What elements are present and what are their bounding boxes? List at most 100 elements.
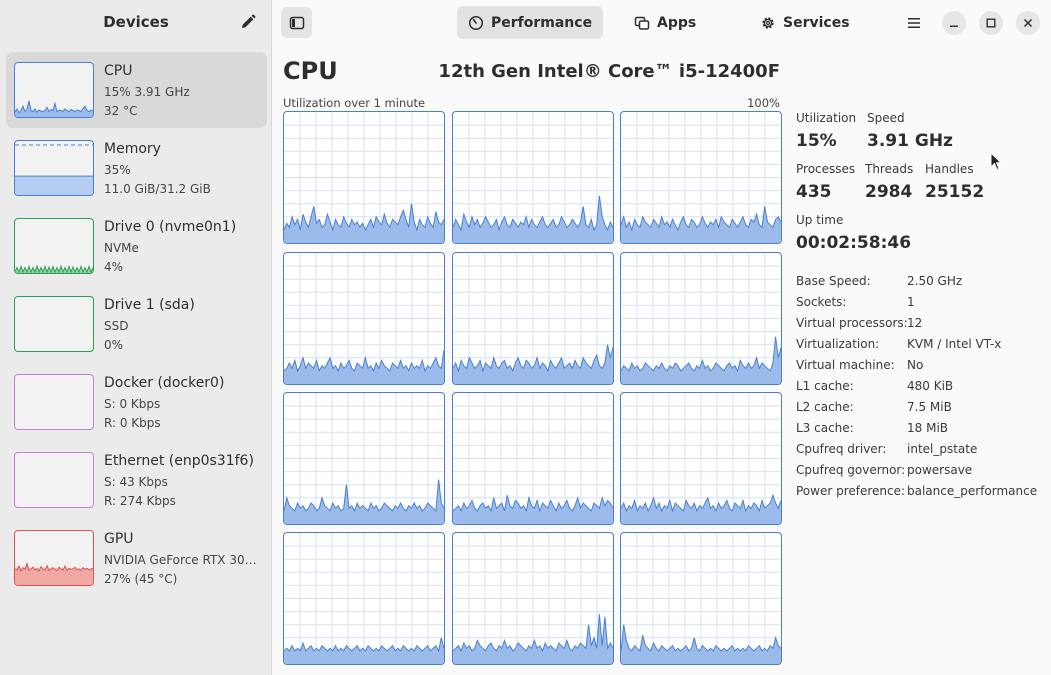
- sidebar-header: Devices: [0, 0, 271, 46]
- hamburger-menu-icon: [908, 18, 920, 28]
- device-detail-primary: NVMe: [104, 241, 139, 255]
- cpu-core-graph: [620, 111, 782, 244]
- apps-icon: [634, 16, 650, 30]
- spec-value: 2.50 GHz: [907, 274, 963, 288]
- sidebar-device-item[interactable]: Memory 35% 11.0 GiB/31.2 GiB: [6, 130, 267, 206]
- device-detail-primary: S: 43 Kbps: [104, 475, 168, 489]
- utilization-value: 15%: [796, 131, 837, 151]
- device-usage-thumbnail: [14, 374, 94, 430]
- tab-services[interactable]: Services: [749, 6, 861, 39]
- pencil-icon[interactable]: [239, 13, 257, 31]
- device-detail-secondary: R: 0 Kbps: [104, 416, 161, 430]
- spec-key: L1 cache:: [796, 379, 854, 393]
- cpu-core-graph: [452, 392, 614, 525]
- device-detail-primary: NVIDIA GeForce RTX 30…: [104, 553, 257, 567]
- maximize-button[interactable]: [979, 11, 1003, 35]
- cpu-core-graph: [283, 252, 445, 385]
- device-usage-thumbnail: [14, 140, 94, 196]
- cpu-core-graph: [452, 532, 614, 665]
- spec-value: balance_performance: [907, 484, 1038, 498]
- device-name: Ethernet (enp0s31f6): [104, 453, 254, 469]
- device-name: Drive 0 (nvme0n1): [104, 219, 237, 235]
- device-detail-primary: S: 0 Kbps: [104, 397, 161, 411]
- device-usage-thumbnail: [14, 218, 94, 274]
- device-usage-thumbnail: [14, 452, 94, 508]
- spec-value: 1: [907, 295, 915, 309]
- close-icon: [1023, 18, 1033, 28]
- utilization-max-label: 100%: [747, 96, 780, 110]
- minimize-button[interactable]: [942, 11, 966, 35]
- device-name: CPU: [104, 63, 133, 79]
- utilization-caption: Utilization over 1 minute: [283, 96, 426, 110]
- gear-icon: [762, 16, 774, 29]
- cpu-core-graph: [620, 252, 782, 385]
- spec-key: Power preference:: [796, 484, 906, 498]
- spec-key: Cpufreq governor:: [796, 463, 906, 477]
- tab-apps[interactable]: Apps: [623, 6, 707, 39]
- spec-key: Virtual processors:: [796, 316, 908, 330]
- sidebar-device-item[interactable]: Ethernet (enp0s31f6) S: 43 Kbps R: 274 Kbp…: [6, 442, 267, 518]
- spec-value: 480 KiB: [907, 379, 954, 393]
- device-usage-thumbnail: [14, 296, 94, 352]
- spec-value: 7.5 MiB: [907, 400, 952, 414]
- main-menu-button[interactable]: [902, 11, 926, 35]
- cpu-model-name: 12th Gen Intel® Core™ i5-12400F: [438, 61, 780, 82]
- device-detail-secondary: 0%: [104, 338, 124, 352]
- spec-value: intel_pstate: [907, 442, 978, 456]
- gauge-icon: [468, 15, 484, 30]
- tab-performance-label: Performance: [491, 14, 593, 31]
- cpu-core-graph: [452, 111, 614, 244]
- sidebar-device-item[interactable]: Drive 1 (sda) SSD 0%: [6, 286, 267, 362]
- devices-sidebar: Devices CPU 15% 3.91 GHz 32 °C Memory 35% 11.…: [0, 0, 272, 675]
- cpu-core-graph: [620, 392, 782, 525]
- processes-label: Processes: [796, 162, 856, 176]
- device-detail-primary: 35%: [104, 163, 131, 177]
- device-detail-secondary: 4%: [104, 260, 124, 274]
- handles-label: Handles: [925, 162, 974, 176]
- sidebar-title: Devices: [103, 13, 169, 31]
- uptime-value: 00:02:58:46: [796, 233, 912, 253]
- page-title: CPU: [283, 57, 338, 85]
- close-button[interactable]: [1016, 11, 1040, 35]
- device-detail-secondary: 11.0 GiB/31.2 GiB: [104, 182, 211, 196]
- device-detail-secondary: 27% (45 °C): [104, 572, 178, 586]
- uptime-label: Up time: [796, 213, 844, 227]
- device-detail-secondary: R: 274 Kbps: [104, 494, 176, 508]
- device-name: Memory: [104, 141, 161, 157]
- spec-value: 12: [907, 316, 923, 330]
- sidebar-device-item[interactable]: Drive 0 (nvme0n1) NVMe 4%: [6, 208, 267, 284]
- spec-value: KVM / Intel VT-x: [907, 337, 1002, 351]
- spec-value: 18 MiB: [907, 421, 949, 435]
- maximize-icon: [986, 18, 996, 28]
- cpu-core-graph: [620, 532, 782, 665]
- sidebar-toggle-icon: [289, 16, 304, 29]
- cpu-core-graph: [283, 111, 445, 244]
- device-name: Drive 1 (sda): [104, 297, 195, 313]
- processes-value: 435: [796, 182, 832, 202]
- speed-value: 3.91 GHz: [867, 131, 953, 151]
- device-detail-secondary: 32 °C: [104, 104, 138, 118]
- spec-key: L2 cache:: [796, 400, 854, 414]
- minimize-icon: [950, 25, 958, 27]
- tab-performance[interactable]: Performance: [457, 6, 604, 39]
- utilization-label: Utilization: [796, 111, 857, 125]
- speed-label: Speed: [867, 111, 905, 125]
- tab-apps-label: Apps: [657, 14, 697, 31]
- spec-value: powersave: [907, 463, 973, 477]
- sidebar-toggle-button[interactable]: [281, 7, 312, 38]
- spec-key: Virtualization:: [796, 337, 880, 351]
- device-name: Docker (docker0): [104, 375, 225, 391]
- mouse-pointer-icon: [990, 152, 1002, 171]
- spec-key: L3 cache:: [796, 421, 854, 435]
- spec-key: Base Speed:: [796, 274, 871, 288]
- spec-key: Cpufreq driver:: [796, 442, 887, 456]
- sidebar-device-item[interactable]: Docker (docker0) S: 0 Kbps R: 0 Kbps: [6, 364, 267, 440]
- device-usage-thumbnail: [14, 530, 94, 586]
- cpu-core-graph: [283, 392, 445, 525]
- sidebar-device-item[interactable]: CPU 15% 3.91 GHz 32 °C: [6, 52, 267, 128]
- sidebar-device-item[interactable]: GPU NVIDIA GeForce RTX 30… 27% (45 °C): [6, 520, 267, 596]
- threads-label: Threads: [865, 162, 914, 176]
- tab-services-label: Services: [783, 14, 850, 31]
- spec-key: Sockets:: [796, 295, 847, 309]
- handles-value: 25152: [925, 182, 985, 202]
